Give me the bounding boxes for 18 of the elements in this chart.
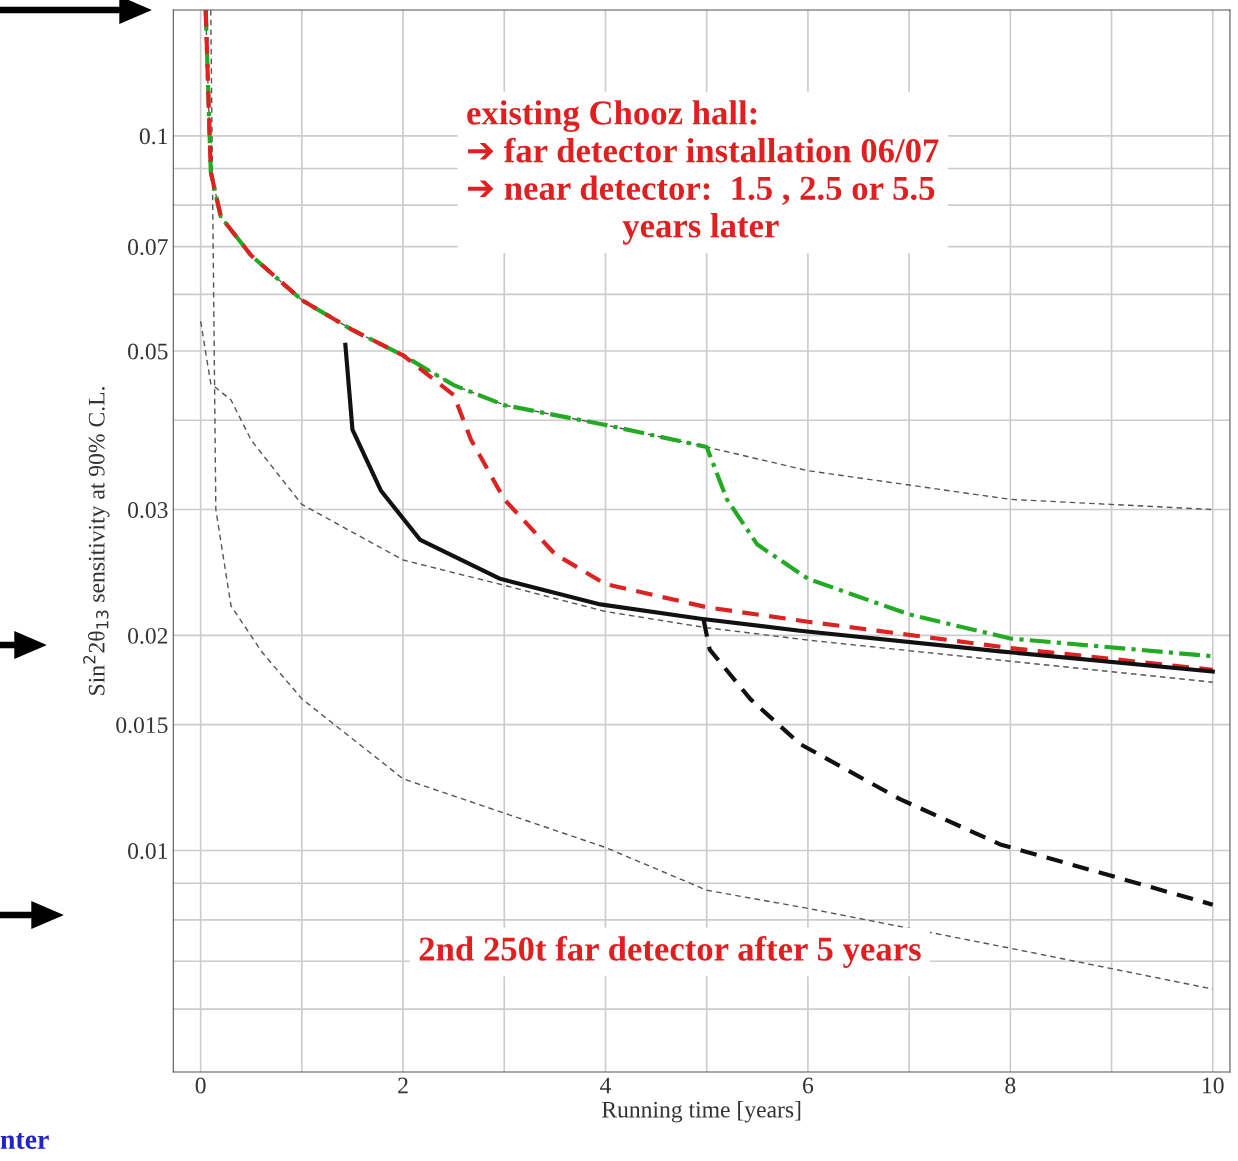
text: nter	[0, 1133, 49, 1149]
y-tick-label: 0.03	[128, 502, 168, 519]
x-tick-label: 0	[195, 1077, 206, 1094]
x-tick-label: 4	[600, 1077, 612, 1094]
y-tick-label: 0.01	[128, 843, 168, 860]
y-tick-label: 0.07	[128, 239, 168, 256]
y-tick-label: 0.1	[139, 128, 168, 145]
x-tick-label: 10	[1203, 1077, 1224, 1094]
annotation: existing Chooz hall: ➔ far detector installation 06/07 ➔ near detector: 1.5 , 2.5 or 5.5 years later	[467, 100, 939, 245]
y-tick-label: 0.05	[128, 343, 168, 360]
y-tick-label: 0.015	[116, 717, 168, 734]
x-axis-title: Running time [years]	[601, 1101, 801, 1123]
x-tick-label: 8	[1005, 1077, 1016, 1094]
x-tick-label: 2	[398, 1077, 408, 1094]
y-tick-label: 0.02	[128, 627, 168, 644]
annotation: 2nd 250t far detector after 5 years	[419, 935, 921, 968]
x-tick-label: 6	[803, 1077, 814, 1094]
y-axis-title: Sin$^{2}$2θ$_{13}$ sensitivity at 90% C.L.	[83, 387, 110, 695]
